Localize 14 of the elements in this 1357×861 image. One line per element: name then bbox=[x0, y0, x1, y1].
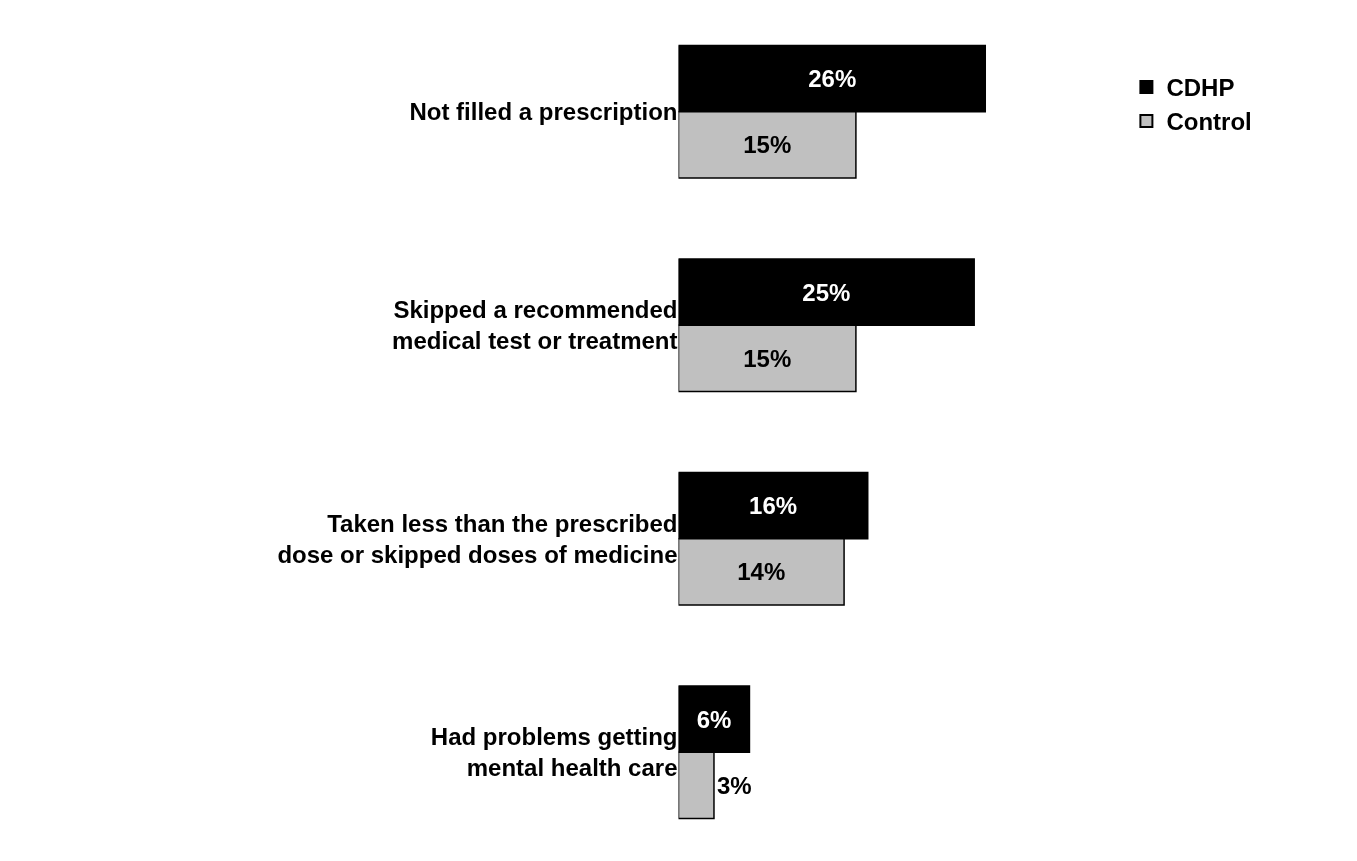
y-tick-label: Had problems getting mental health care bbox=[430, 723, 678, 782]
y-tick-label: Taken less than the prescribed dose or skipped doses of medicine bbox=[277, 509, 678, 568]
data-label: 26% bbox=[808, 65, 857, 93]
legend-label: Control bbox=[1166, 108, 1252, 136]
data-label: 14% bbox=[737, 558, 786, 586]
legend-label: CDHP bbox=[1166, 74, 1235, 102]
data-label: 3% bbox=[716, 771, 752, 799]
y-tick-label: Not filled a prescription bbox=[409, 98, 678, 126]
data-label: 6% bbox=[696, 705, 732, 733]
data-label: 16% bbox=[749, 492, 798, 520]
y-tick-label: Skipped a recommended medical test or treatment bbox=[392, 296, 678, 355]
data-label: 15% bbox=[743, 344, 792, 372]
data-label: 15% bbox=[743, 131, 792, 159]
data-label: 25% bbox=[802, 278, 851, 306]
